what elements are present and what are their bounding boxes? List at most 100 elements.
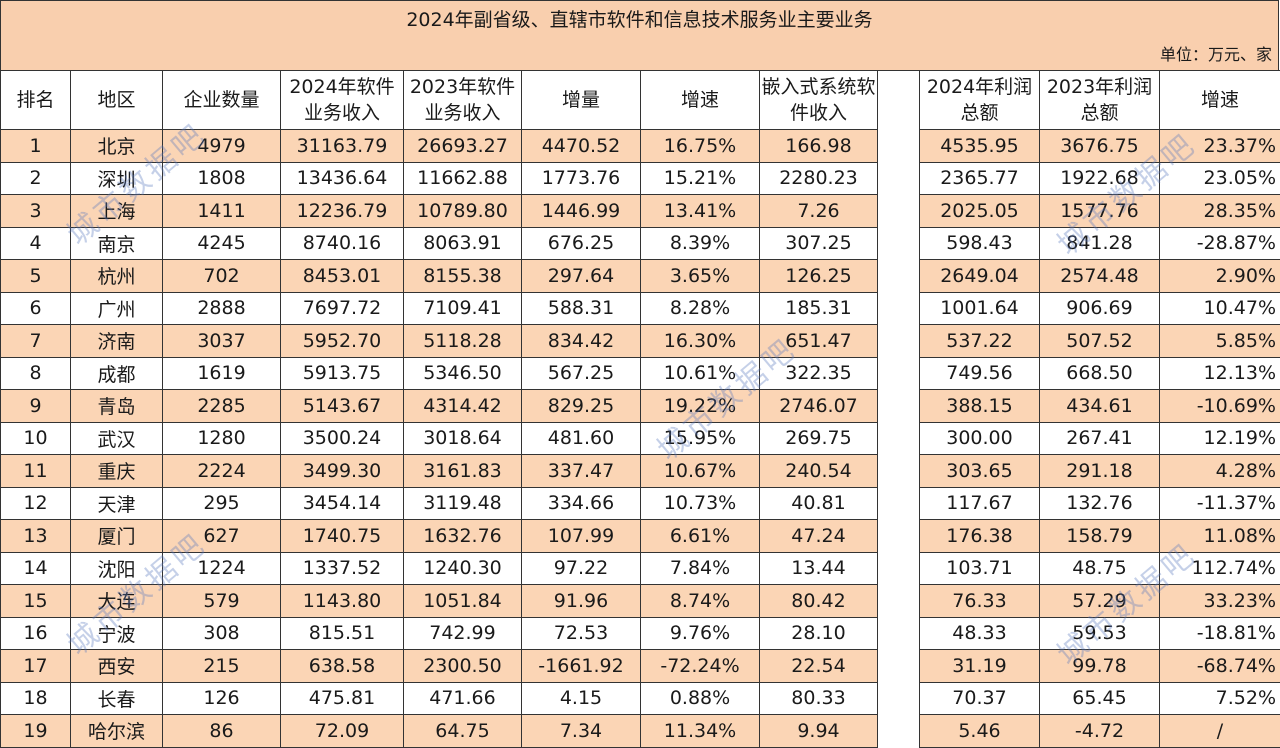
cell-region: 厦门	[70, 519, 163, 553]
cell-companies: 1808	[162, 161, 281, 195]
table-row: 7 济南 3037 5952.70 5118.28 834.42 16.30% 651.47 5…	[0, 324, 1280, 358]
col-header-embedded: 嵌入式系统软件收入	[759, 70, 878, 130]
cell-rank: 19	[0, 714, 71, 748]
gap-cell	[877, 617, 920, 650]
cell-region: 济南	[70, 324, 163, 358]
cell-rev2023: 1240.30	[403, 551, 522, 585]
cell-region: 南京	[70, 226, 163, 260]
cell-growth: 16.75%	[640, 129, 760, 163]
cell-companies: 1280	[162, 421, 281, 455]
cell-profit2023: 158.79	[1039, 519, 1160, 553]
cell-growth: 3.65%	[640, 259, 760, 293]
cell-increase: 676.25	[521, 226, 641, 260]
cell-profit2023: 48.75	[1039, 551, 1160, 585]
cell-profit2024: 31.19	[919, 649, 1040, 683]
cell-increase: 107.99	[521, 519, 641, 553]
cell-profit2023: 57.29	[1039, 584, 1160, 618]
cell-profit-growth: 33.23%	[1159, 584, 1280, 618]
cell-embedded: 240.54	[759, 454, 878, 488]
cell-companies: 1411	[162, 194, 281, 228]
cell-increase: 588.31	[521, 291, 641, 325]
cell-profit2024: 598.43	[919, 226, 1040, 260]
cell-embedded: 185.31	[759, 291, 878, 325]
cell-rev2023: 2300.50	[403, 649, 522, 683]
cell-region: 成都	[70, 356, 163, 390]
cell-embedded: 269.75	[759, 421, 878, 455]
table-row: 16 宁波 308 815.51 742.99 72.53 9.76% 28.10 48.33 5…	[0, 616, 1280, 650]
cell-region: 青岛	[70, 389, 163, 423]
cell-rev2023: 7109.41	[403, 291, 522, 325]
cell-region: 天津	[70, 486, 163, 520]
gap-cell	[877, 292, 920, 325]
cell-profit-growth: 7.52%	[1159, 681, 1280, 715]
cell-profit2023: -4.72	[1039, 714, 1160, 748]
table-row: 15 大连 579 1143.80 1051.84 91.96 8.74% 80.42 76.3…	[0, 584, 1280, 618]
gap-cell	[877, 714, 920, 747]
table-row: 11 重庆 2224 3499.30 3161.83 337.47 10.67% 240.54…	[0, 454, 1280, 488]
cell-embedded: 2746.07	[759, 389, 878, 423]
cell-profit-growth: -11.37%	[1159, 486, 1280, 520]
table-title-text: 2024年副省级、直辖市软件和信息技术服务业主要业务	[406, 9, 873, 31]
cell-rev2024: 31163.79	[280, 129, 404, 163]
cell-profit-growth: -10.69%	[1159, 389, 1280, 423]
cell-growth: 7.84%	[640, 551, 760, 585]
col-header-companies: 企业数量	[162, 70, 281, 130]
cell-profit2023: 99.78	[1039, 649, 1160, 683]
cell-growth: 0.88%	[640, 681, 760, 715]
gap-cell	[877, 649, 920, 682]
cell-profit2023: 132.76	[1039, 486, 1160, 520]
cell-growth: 8.74%	[640, 584, 760, 618]
cell-growth: 8.39%	[640, 226, 760, 260]
cell-region: 沈阳	[70, 551, 163, 585]
cell-embedded: 47.24	[759, 519, 878, 553]
cell-rank: 7	[0, 324, 71, 358]
cell-profit2024: 70.37	[919, 681, 1040, 715]
cell-region: 深圳	[70, 161, 163, 195]
cell-profit2024: 2025.05	[919, 194, 1040, 228]
cell-embedded: 40.81	[759, 486, 878, 520]
col-header-profit2023: 2023年利润总额	[1039, 70, 1160, 130]
cell-embedded: 9.94	[759, 714, 878, 748]
cell-rank: 2	[0, 161, 71, 195]
gap-cell	[877, 357, 920, 390]
cell-increase: 1773.76	[521, 161, 641, 195]
cell-rev2023: 5118.28	[403, 324, 522, 358]
cell-increase: 829.25	[521, 389, 641, 423]
cell-growth: 19.22%	[640, 389, 760, 423]
cell-rev2024: 1337.52	[280, 551, 404, 585]
table-row: 13 厦门 627 1740.75 1632.76 107.99 6.61% 47.24 176…	[0, 519, 1280, 553]
cell-companies: 4245	[162, 226, 281, 260]
cell-rank: 6	[0, 291, 71, 325]
cell-increase: 91.96	[521, 584, 641, 618]
cell-rev2023: 742.99	[403, 616, 522, 650]
cell-companies: 2224	[162, 454, 281, 488]
cell-profit2023: 841.28	[1039, 226, 1160, 260]
cell-growth: 10.67%	[640, 454, 760, 488]
col-header-rev2023: 2023年软件业务收入	[403, 70, 522, 130]
cell-region: 重庆	[70, 454, 163, 488]
cell-rev2024: 7697.72	[280, 291, 404, 325]
cell-rev2023: 8155.38	[403, 259, 522, 293]
cell-profit2024: 300.00	[919, 421, 1040, 455]
cell-growth: 16.30%	[640, 324, 760, 358]
cell-rank: 13	[0, 519, 71, 553]
cell-region: 哈尔滨	[70, 714, 163, 748]
cell-rev2023: 10789.80	[403, 194, 522, 228]
table-row: 1 北京 4979 31163.79 26693.27 4470.52 16.75% 166.…	[0, 129, 1280, 163]
cell-rev2024: 815.51	[280, 616, 404, 650]
cell-profit-growth: 23.37%	[1159, 129, 1280, 163]
cell-rev2023: 8063.91	[403, 226, 522, 260]
cell-increase: 834.42	[521, 324, 641, 358]
gap-cell	[877, 324, 920, 357]
gap-cell	[877, 519, 920, 552]
gap-cell	[877, 194, 920, 227]
cell-rev2024: 1740.75	[280, 519, 404, 553]
cell-companies: 579	[162, 584, 281, 618]
cell-rev2024: 1143.80	[280, 584, 404, 618]
cell-profit-growth: 23.05%	[1159, 161, 1280, 195]
cell-profit2023: 906.69	[1039, 291, 1160, 325]
cell-region: 西安	[70, 649, 163, 683]
cell-rev2023: 1051.84	[403, 584, 522, 618]
cell-increase: 1446.99	[521, 194, 641, 228]
